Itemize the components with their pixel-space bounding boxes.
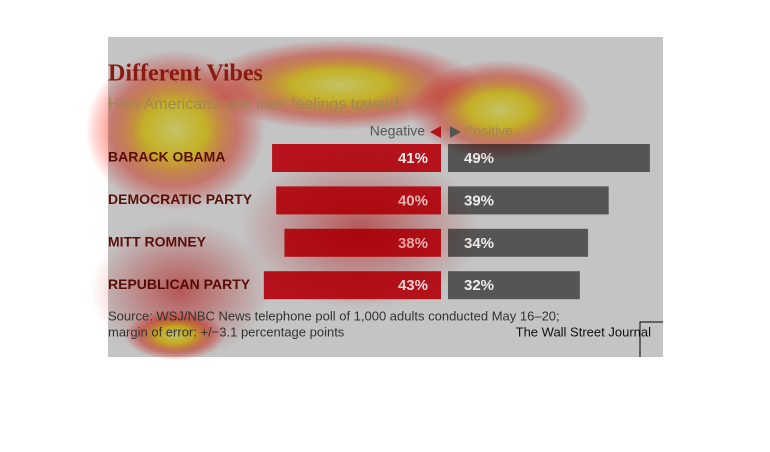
frame-mark bbox=[639, 321, 663, 357]
credit: The Wall Street Journal bbox=[516, 324, 651, 339]
heatmap-blob bbox=[200, 40, 480, 130]
heatmap-blob bbox=[240, 150, 480, 310]
source-note: margin of error: +/−3.1 percentage point… bbox=[108, 324, 345, 339]
source-note: Source: WSJ/NBC News telephone poll of 1… bbox=[108, 308, 560, 323]
heatmap bbox=[85, 40, 590, 360]
heatmap-blob bbox=[125, 310, 225, 360]
legend-arrow bbox=[450, 126, 461, 138]
heatmap-blob bbox=[410, 60, 590, 160]
positive-bar bbox=[448, 271, 580, 300]
chart-title: Different Vibes bbox=[108, 61, 263, 87]
legend-positive: Positive bbox=[464, 123, 513, 139]
chart-subtitle: How Americans rate their feelings toward… bbox=[108, 96, 403, 113]
value-label: 32% bbox=[464, 277, 494, 294]
legend-negative: Negative bbox=[370, 123, 425, 139]
legend-arrow bbox=[430, 126, 441, 138]
